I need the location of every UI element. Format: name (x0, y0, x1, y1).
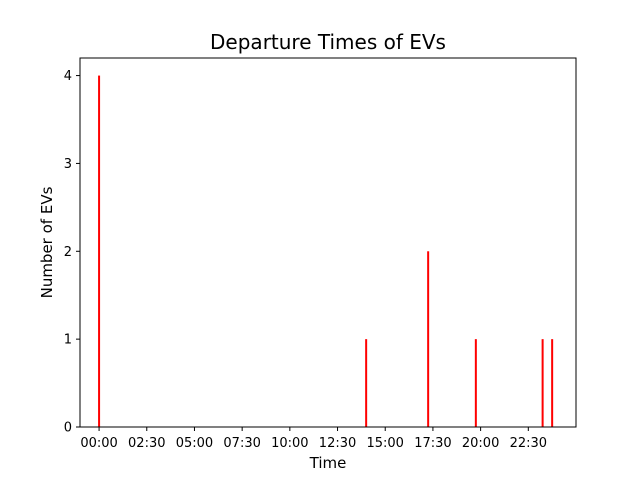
x-axis-ticks: 00:00 02:30 05:00 07:30 10:00 12:30 15:00 17:30… (80, 427, 547, 451)
bar (541, 339, 544, 427)
x-axis-label: Time (309, 454, 347, 472)
x-tick-label: 12:30 (319, 436, 356, 451)
y-tick-label: 3 (64, 157, 72, 172)
x-tick-label: 02:30 (128, 436, 165, 451)
x-tick-label: 07:30 (223, 436, 260, 451)
x-tick-label: 10:00 (271, 436, 308, 451)
y-axis-label: Number of EVs (38, 186, 56, 298)
y-tick-label: 0 (64, 421, 72, 436)
bar (474, 339, 477, 427)
bar (98, 75, 101, 428)
bar (427, 251, 430, 427)
chart-title: Departure Times of EVs (210, 30, 446, 54)
x-tick-label: 22:30 (510, 436, 547, 451)
y-axis-ticks: 0 1 2 3 4 (64, 69, 80, 436)
x-tick-label: 05:00 (176, 436, 213, 451)
x-tick-label: 20:00 (462, 436, 499, 451)
x-tick-label: 00:00 (80, 436, 117, 451)
plot-area-frame (79, 57, 577, 428)
bar (365, 339, 368, 427)
y-tick-label: 4 (64, 69, 72, 84)
x-tick-label: 17:30 (414, 436, 451, 451)
y-tick-label: 1 (64, 333, 72, 348)
y-tick-label: 2 (64, 245, 72, 260)
bars-layer (98, 75, 554, 428)
bar (551, 339, 554, 427)
x-tick-label: 15:00 (366, 436, 403, 451)
